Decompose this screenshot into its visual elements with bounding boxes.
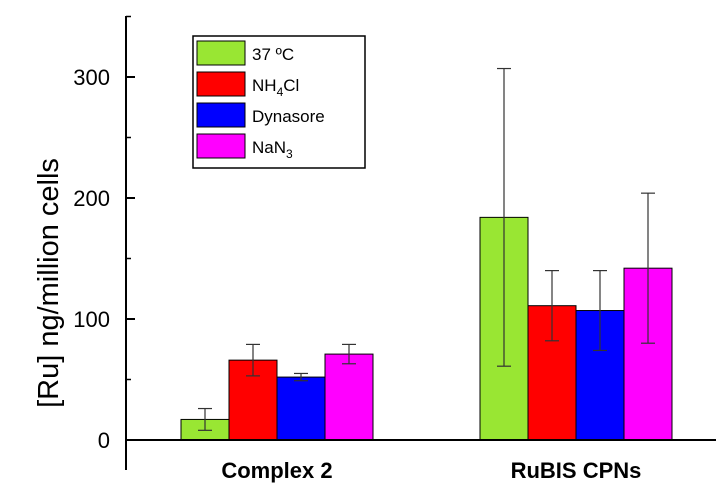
legend-swatch-1: [196, 71, 246, 97]
legend-label-3: NaN3: [252, 138, 293, 161]
y-tick-label-100: 100: [73, 307, 110, 332]
legend-swatch-2: [196, 102, 246, 128]
legend-label-0: 37 ºC: [252, 45, 294, 64]
legend: 37 ºC NH4Cl Dynasore NaN3: [192, 35, 366, 169]
legend-swatch-0: [196, 40, 246, 66]
y-ticks-group: 0 100 200 300: [73, 15, 135, 453]
axes-group: [125, 16, 716, 470]
bar-complex-2-2: [276, 376, 326, 441]
legend-label-1: NH4Cl: [252, 76, 299, 99]
bars-group: [180, 216, 673, 441]
category-label-0: Complex 2: [221, 458, 332, 483]
y-tick-label-300: 300: [73, 65, 110, 90]
category-label-1: RuBIS CPNs: [511, 458, 642, 483]
bar-complex-2-3: [324, 353, 374, 441]
legend-label-2: Dynasore: [252, 107, 325, 126]
legend-swatch-3: [196, 133, 246, 159]
y-axis-title: [Ru] ng/million cells: [33, 158, 65, 408]
y-tick-label-0: 0: [98, 428, 110, 453]
category-labels-group: Complex 2 RuBIS CPNs: [221, 458, 641, 483]
error-bars-group: [198, 67, 655, 431]
y-tick-label-200: 200: [73, 186, 110, 211]
